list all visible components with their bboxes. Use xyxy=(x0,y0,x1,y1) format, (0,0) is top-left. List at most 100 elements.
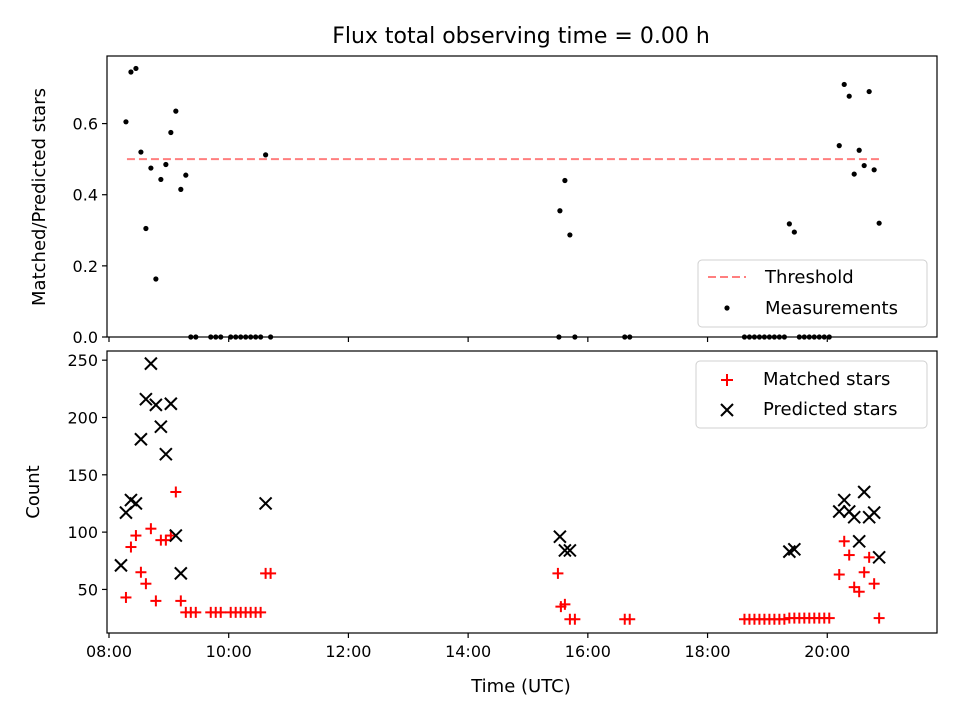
matched-stars-point xyxy=(145,523,157,535)
measurements-point xyxy=(133,65,139,72)
predicted-stars-point xyxy=(867,505,881,520)
legend-measurements-label: Measurements xyxy=(765,298,898,319)
predicted-stars-point xyxy=(258,496,273,511)
measurements-legend-swatch xyxy=(724,305,730,311)
matched-stars-point xyxy=(624,613,636,625)
matched-stars-point xyxy=(838,535,850,547)
predicted-legend-swatch xyxy=(720,403,734,417)
matched-stars-point xyxy=(858,566,870,578)
predicted-stars-point xyxy=(847,510,861,524)
matched-stars-point xyxy=(873,612,885,624)
matched-stars-point xyxy=(130,530,142,542)
measurements-point xyxy=(128,69,134,75)
predicted-stars-point xyxy=(159,447,173,461)
measurements-point xyxy=(263,152,269,158)
predicted-stars-point xyxy=(174,566,188,581)
measurements-point xyxy=(183,172,189,178)
predicted-stars-point xyxy=(832,504,846,519)
predicted-stars-point xyxy=(139,392,153,406)
matched-stars-point xyxy=(833,569,845,581)
y-tick-label: 200 xyxy=(67,408,98,427)
measurements-point xyxy=(178,186,184,192)
bottom-legend-box xyxy=(695,360,928,429)
measurements-point xyxy=(143,225,149,232)
measurements-point xyxy=(846,93,852,99)
y-tick-label: 0.4 xyxy=(73,186,98,205)
measurements-point xyxy=(163,161,169,168)
predicted-stars-point xyxy=(154,419,168,434)
top-legend-box xyxy=(697,259,928,328)
matched-stars-point xyxy=(863,551,875,563)
y-tick-label: 250 xyxy=(67,351,98,370)
matched-stars-point xyxy=(559,598,571,610)
predicted-stars-point xyxy=(114,558,128,573)
predicted-stars-point xyxy=(134,432,148,446)
predicted-stars-point xyxy=(164,397,178,411)
measurements-point xyxy=(173,108,179,114)
legend-threshold-label: Threshold xyxy=(764,267,854,288)
measurements-point xyxy=(158,176,164,183)
predicted-stars-point xyxy=(787,542,802,557)
x-tick-label: 14:00 xyxy=(445,642,491,661)
predicted-stars-point xyxy=(169,528,183,543)
y-tick-label: 150 xyxy=(67,466,98,485)
predicted-stars-point xyxy=(129,496,143,511)
measurements-point xyxy=(138,149,144,155)
y-tick-label: 100 xyxy=(67,523,98,542)
predicted-stars-point xyxy=(553,530,567,544)
top-axes-frame xyxy=(106,55,938,338)
matched-stars-point xyxy=(843,549,855,561)
measurements-point xyxy=(851,171,857,177)
matched-stars-point xyxy=(853,586,865,598)
predicted-stars-point xyxy=(149,398,163,412)
bottom-y-axis-label: Count xyxy=(23,465,44,518)
x-tick-label: 08:00 xyxy=(86,642,132,661)
measurements-point xyxy=(866,88,872,95)
measurements-point xyxy=(123,119,129,125)
measurements-point xyxy=(861,162,867,169)
legend-predicted-label: Predicted stars xyxy=(763,399,897,420)
matched-stars-point xyxy=(778,613,790,625)
matched-stars-point xyxy=(190,606,202,618)
predicted-stars-point xyxy=(144,356,158,371)
predicted-stars-point xyxy=(852,534,866,548)
matched-stars-point xyxy=(215,606,227,618)
top-y-ticks: 0.0 0.2 0.4 0.6 xyxy=(73,115,107,347)
measurements-point xyxy=(168,129,174,136)
x-axis-label: Time (UTC) xyxy=(470,676,571,697)
measurements-point xyxy=(153,276,159,282)
matched-stars-point xyxy=(150,595,162,607)
x-tick-label: 16:00 xyxy=(565,642,611,661)
bottom-x-ticks: 08:00 10:00 12:00 14:00 16:00 18:00 20:00 xyxy=(86,633,850,661)
y-tick-label: 0.2 xyxy=(73,257,98,276)
matched-stars-point xyxy=(868,578,880,590)
bottom-plot-area xyxy=(114,356,886,625)
measurements-point xyxy=(871,167,877,173)
x-tick-label: 18:00 xyxy=(684,642,730,661)
bottom-axes-frame xyxy=(106,350,938,634)
top-legend: Threshold Measurements xyxy=(697,259,928,328)
measurements-point xyxy=(791,229,797,235)
x-tick-label: 20:00 xyxy=(804,642,850,661)
matched-stars-point xyxy=(135,566,147,578)
predicted-stars-point xyxy=(837,493,851,507)
matched-legend-swatch xyxy=(721,374,733,386)
matched-stars-point xyxy=(552,567,564,579)
chart-title: Flux total observing time = 0.00 h xyxy=(332,24,710,49)
predicted-stars-point xyxy=(558,543,572,558)
matched-stars-point xyxy=(125,541,137,553)
y-tick-label: 0.0 xyxy=(73,328,98,347)
matched-stars-point xyxy=(823,612,835,624)
matched-stars-point xyxy=(120,591,132,603)
matched-stars-point xyxy=(140,578,152,590)
measurements-point xyxy=(557,208,563,214)
top-x-ticks xyxy=(108,337,828,342)
top-y-axis-label: Matched/Predicted stars xyxy=(29,88,50,306)
matched-stars-point xyxy=(265,567,277,579)
bottom-y-ticks: 50 100 150 200 250 xyxy=(67,351,107,599)
top-panel: 0.0 0.2 0.4 0.6 Matched/Predicted stars Thr… xyxy=(29,55,938,347)
bottom-panel: 50 100 150 200 250 08:00 10:00 12:00 14:00 16:00… xyxy=(23,350,938,697)
predicted-stars-point xyxy=(563,543,577,558)
measurements-point xyxy=(562,177,568,184)
